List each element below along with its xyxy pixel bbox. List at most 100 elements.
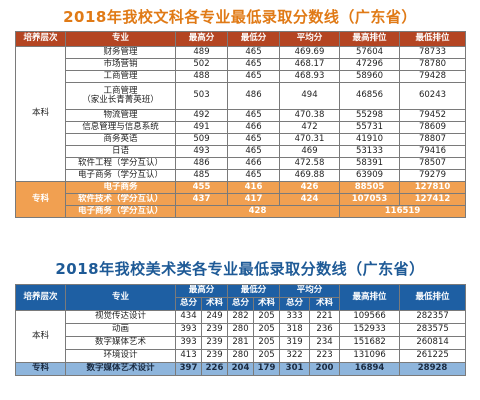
score-cell: 78733 — [399, 46, 466, 59]
score-cell: 393 — [175, 336, 202, 350]
arts-score-table: 培养层次 专业 最高分 最低分 平均分 最高排位 最低排位 本科 财务管理 489 465 469.… — [15, 31, 466, 218]
score-cell: 486 — [227, 82, 280, 110]
score-cell: 260814 — [399, 336, 467, 350]
score-cell: 236 — [309, 323, 341, 337]
score-cell: 318 — [279, 323, 311, 337]
score-cell: 488 — [175, 70, 228, 83]
major-cell: 软件工程（学分互认） — [65, 157, 176, 170]
fine-arts-header-row: 培养层次 专业 最高分 最低分 平均分 最高排位 最低排位 — [15, 284, 467, 311]
table-row: 电子商务（学分互认） 485 465 469.88 63909 79279 — [16, 169, 466, 182]
score-cell: 16894 — [339, 362, 401, 376]
score-cell: 280 — [227, 349, 255, 363]
column-header: 最高排位 — [339, 31, 400, 47]
score-cell: 200 — [309, 362, 341, 376]
score-cell: 283575 — [399, 323, 467, 337]
level-cell: 专科 — [15, 181, 66, 218]
score-cell: 221 — [309, 310, 341, 324]
score-cell: 434 — [175, 310, 202, 324]
score-cell: 465 — [227, 58, 280, 71]
arts-table-header-row: 培养层次 专业 最高分 最低分 平均分 最高排位 最低排位 — [15, 31, 466, 47]
table-row: 物流管理 492 465 470.38 55298 79452 — [16, 109, 466, 122]
major-cell: 工商管理 — [65, 70, 176, 83]
score-cell: 239 — [200, 336, 229, 350]
score-cell: 437 — [175, 193, 228, 206]
table-row: 信息管理与信息系统 491 466 472 55731 78609 — [16, 121, 466, 134]
score-cell: 416 — [227, 181, 280, 194]
score-cell: 417 — [227, 193, 280, 206]
score-cell: 503 — [175, 82, 228, 110]
score-cell: 469.88 — [279, 169, 340, 182]
score-cell: 79428 — [399, 70, 466, 83]
score-cell: 393 — [175, 323, 202, 337]
major-cell: 电子商务（学分互认） — [65, 169, 176, 182]
score-cell: 205 — [253, 349, 281, 363]
score-cell: 78807 — [399, 133, 466, 146]
score-cell: 234 — [309, 336, 341, 350]
score-cell: 28928 — [399, 362, 467, 376]
major-cell: 软件技术（学分互认） — [65, 193, 176, 206]
score-cell: 41910 — [339, 133, 400, 146]
table-row: 电子商务（学分互认） 428 116519 — [16, 205, 466, 218]
column-subheader: 术科 — [309, 297, 341, 311]
major-cell: 视觉传达设计 — [65, 310, 176, 324]
level-cell: 本科 — [15, 46, 66, 182]
score-cell: 455 — [175, 181, 228, 194]
score-cell: 281 — [227, 336, 255, 350]
score-cell: 204 — [227, 362, 255, 376]
fine-arts-score-table: 培养层次 专业 最高分 最低分 平均分 最高排位 最低排位 总分 术科 总分 术科 总分 术科 本科 视觉… — [15, 284, 467, 376]
score-cell: 107053 — [339, 193, 400, 206]
table-row: 本科 财务管理 489 465 469.69 57604 78733 — [15, 46, 466, 182]
score-cell: 79452 — [399, 109, 466, 122]
column-header: 平均分 — [279, 284, 341, 298]
major-cell: 信息管理与信息系统 — [65, 121, 176, 134]
score-cell: 282 — [227, 310, 255, 324]
score-cell: 428 — [175, 205, 340, 218]
major-cell: 市场营销 — [65, 58, 176, 71]
level-cell: 本科 — [15, 310, 66, 363]
score-cell: 465 — [227, 133, 280, 146]
score-cell: 226 — [200, 362, 229, 376]
major-cell: 工商管理 （家业长青菁英班） — [65, 82, 176, 110]
title-arts-table: 2018年我校文科各专业最低录取分数线（广东省） — [63, 8, 417, 26]
score-cell: 502 — [175, 58, 228, 71]
score-cell: 319 — [279, 336, 311, 350]
score-cell: 397 — [175, 362, 202, 376]
column-header: 最低排位 — [399, 284, 467, 311]
score-cell: 55731 — [339, 121, 400, 134]
column-header: 平均分 — [279, 31, 340, 47]
column-subheader: 术科 — [253, 297, 281, 311]
score-cell: 301 — [279, 362, 311, 376]
score-cell: 489 — [175, 46, 228, 59]
column-header: 最低分 — [227, 284, 281, 298]
score-cell: 78609 — [399, 121, 466, 134]
score-cell: 53133 — [339, 145, 400, 158]
score-cell: 494 — [279, 82, 340, 110]
score-cell: 261225 — [399, 349, 467, 363]
level-cell: 专科 — [15, 362, 66, 376]
major-cell: 电子商务 — [65, 181, 176, 194]
column-header: 培养层次 — [15, 31, 66, 47]
score-cell: 78507 — [399, 157, 466, 170]
major-cell: 动画 — [65, 323, 176, 337]
column-subheader: 总分 — [227, 297, 255, 311]
score-cell: 413 — [175, 349, 202, 363]
table-row: 数字媒体艺术 393 239 281 205 319 234 151682 260814 — [16, 336, 467, 350]
column-header: 最高排位 — [339, 284, 401, 311]
major-cell: 数字媒体艺术 — [65, 336, 176, 350]
score-cell: 46856 — [339, 82, 400, 110]
score-cell: 239 — [200, 349, 229, 363]
score-cell: 88505 — [339, 181, 400, 194]
score-cell: 179 — [253, 362, 281, 376]
column-header: 最高分 — [175, 31, 228, 47]
table-row: 专科 数字媒体艺术设计 397 226 204 179 301 200 16894 28928 — [15, 362, 467, 376]
score-cell: 57604 — [339, 46, 400, 59]
table-row: 专科 电子商务 455 416 426 88505 127810 — [15, 181, 466, 218]
score-cell: 465 — [227, 109, 280, 122]
score-cell: 79416 — [399, 145, 466, 158]
score-cell: 491 — [175, 121, 228, 134]
column-subheader: 总分 — [279, 297, 311, 311]
score-cell: 493 — [175, 145, 228, 158]
major-cell: 数字媒体艺术设计 — [65, 362, 176, 376]
major-cell: 财务管理 — [65, 46, 176, 59]
score-cell: 151682 — [339, 336, 401, 350]
